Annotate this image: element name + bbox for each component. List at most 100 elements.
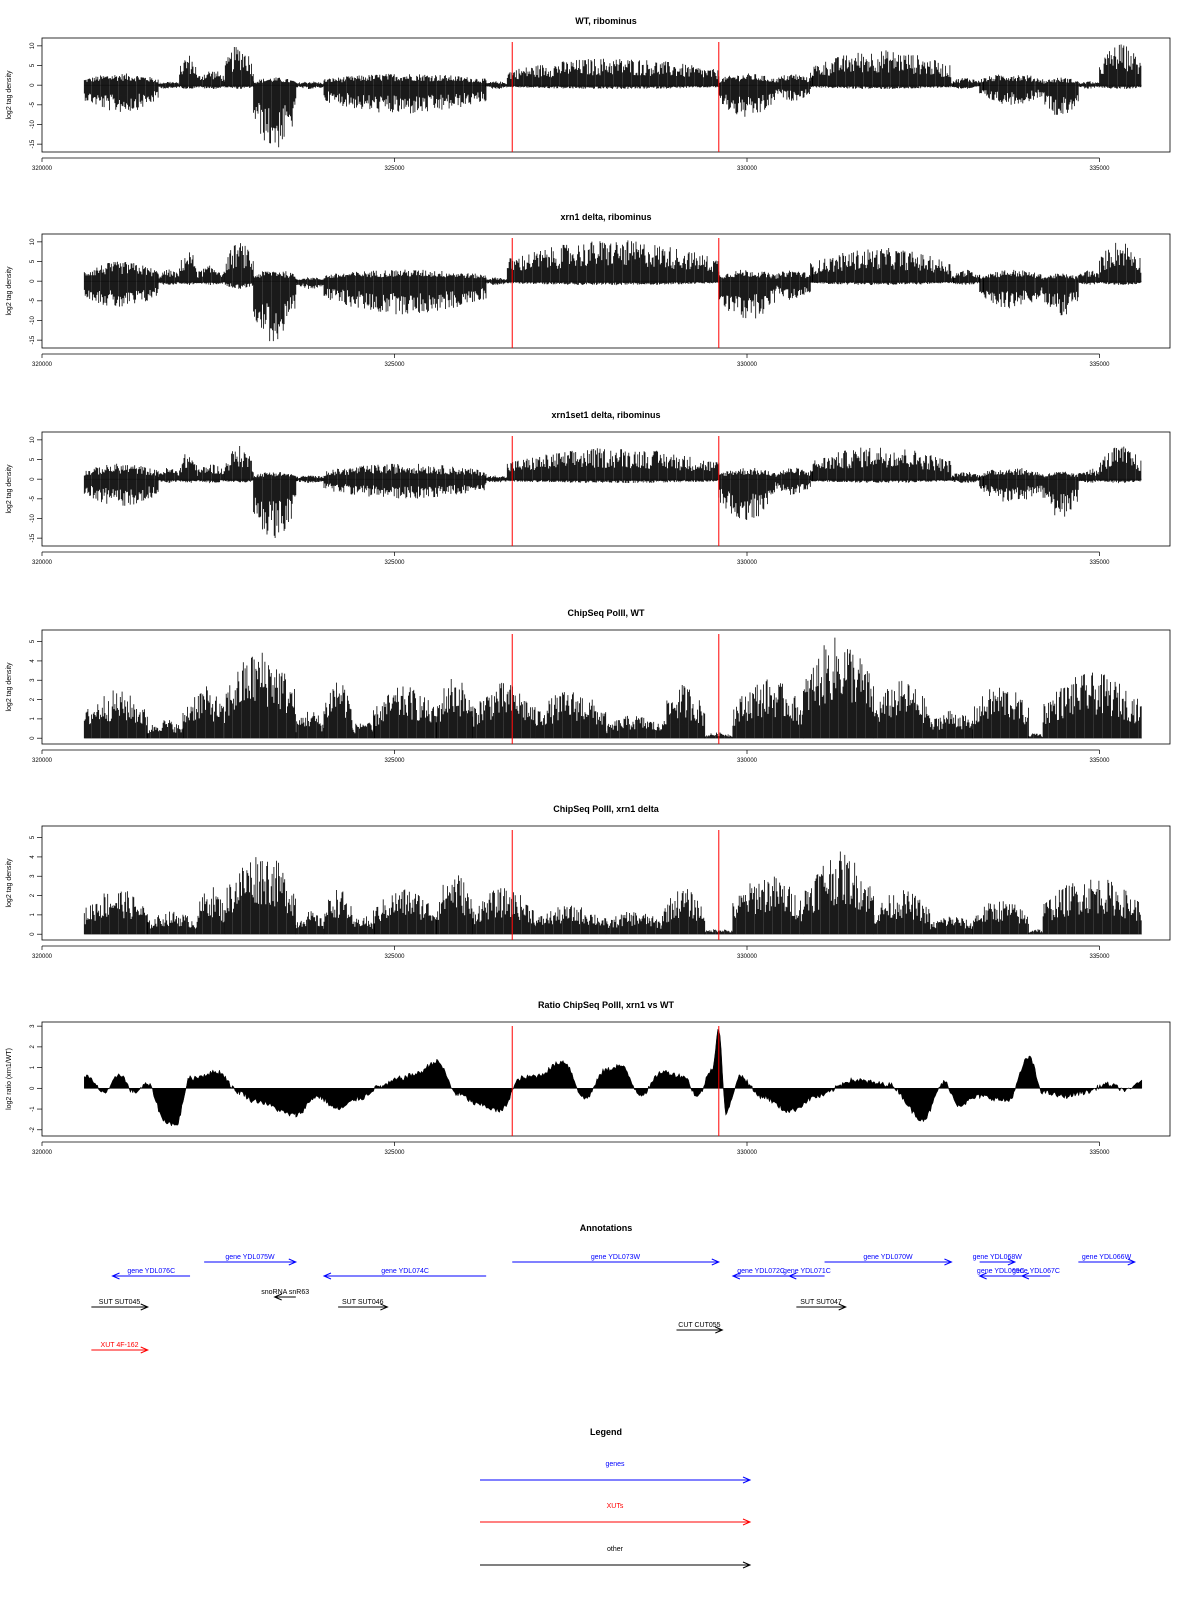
segment-bars xyxy=(774,467,811,495)
bar-stroke-group xyxy=(224,47,254,89)
y-axis-label: log2 tag density xyxy=(6,662,13,712)
segment-bars xyxy=(179,55,197,89)
segment-bars xyxy=(351,722,374,739)
bar-stroke-group xyxy=(196,265,226,285)
bar-stroke-group xyxy=(83,463,159,506)
bar-stroke-group xyxy=(1042,672,1142,739)
x-tick-label: 320000 xyxy=(32,954,53,960)
y-tick-label: 2 xyxy=(30,697,36,701)
annotations-title: Annotations xyxy=(580,1223,633,1233)
plot-frame xyxy=(41,37,1171,153)
ratio-area xyxy=(84,1028,1143,1127)
annotation-feature: gene YDL070W xyxy=(824,1254,953,1266)
segment-bars xyxy=(704,929,733,935)
x-tick-label: 330000 xyxy=(737,1150,758,1156)
legend-label: genes xyxy=(605,1461,625,1468)
bar-stroke-group xyxy=(774,270,811,300)
y-tick-label: 10 xyxy=(30,436,36,443)
y-tick-label: -1 xyxy=(30,1106,36,1112)
bar-stroke-group xyxy=(157,269,180,285)
segment-bars xyxy=(253,472,297,538)
plot-frame xyxy=(41,1021,1171,1137)
segment-bars xyxy=(436,679,473,739)
feature-label: gene YDL069C xyxy=(977,1268,1025,1275)
segment-bars xyxy=(179,252,197,285)
segment-bars xyxy=(803,851,874,935)
segment-bars xyxy=(1028,929,1043,935)
legend-item: genes xyxy=(480,1461,752,1484)
segment-bars xyxy=(323,890,353,935)
density-bars xyxy=(83,44,1142,148)
bar-stroke-group xyxy=(253,472,297,538)
bar-stroke-group xyxy=(224,652,296,739)
segment-bars xyxy=(224,446,254,483)
panel-2: xrn1set1 delta, ribominus log2 tag densit… xyxy=(6,410,1171,566)
bar-stroke-group xyxy=(506,58,720,89)
y-axis-label: log2 tag density xyxy=(6,266,13,316)
density-bars xyxy=(83,637,1142,739)
segment-bars xyxy=(810,50,952,89)
segment-bars xyxy=(951,269,980,285)
annotation-feature: gene YDL068W xyxy=(973,1254,1022,1266)
x-tick-label: 335000 xyxy=(1089,954,1110,960)
bar-stroke-group xyxy=(83,690,148,739)
segment-bars xyxy=(182,686,225,739)
segment-bars xyxy=(295,711,325,739)
legend-label: other xyxy=(607,1546,624,1553)
bar-stroke-group xyxy=(196,71,226,89)
bar-stroke-group xyxy=(373,889,437,935)
y-tick-label: -5 xyxy=(30,298,36,304)
x-tick-label: 325000 xyxy=(384,954,405,960)
y-tick-label: 5 xyxy=(30,639,36,643)
segment-bars xyxy=(1077,468,1100,483)
bar-stroke-group xyxy=(323,682,353,739)
bar-stroke-group xyxy=(1042,471,1079,517)
segment-bars xyxy=(83,463,159,506)
segment-bars xyxy=(810,447,952,483)
y-tick-label: 3 xyxy=(30,874,36,878)
bar-stroke-group xyxy=(83,891,148,935)
bar-stroke-group xyxy=(224,857,296,935)
bar-stroke-group xyxy=(485,277,508,285)
bar-stroke-group xyxy=(951,78,980,89)
bar-stroke-group xyxy=(295,277,325,289)
density-bars xyxy=(83,240,1142,342)
x-tick-label: 330000 xyxy=(737,362,758,368)
bar-stroke-group xyxy=(253,271,297,342)
segment-bars xyxy=(436,875,473,935)
y-axis-label: log2 tag density xyxy=(6,70,13,120)
arrow-head xyxy=(711,1258,721,1266)
segment-bars xyxy=(323,269,487,315)
bar-stroke-group xyxy=(704,929,733,935)
bar-stroke-group xyxy=(485,81,508,89)
x-tick-label: 320000 xyxy=(32,560,53,566)
segment-bars xyxy=(979,74,1044,105)
bar-stroke-group xyxy=(979,468,1044,502)
y-tick-label: -15 xyxy=(30,533,36,542)
bar-stroke-group xyxy=(224,446,254,483)
y-tick-label: 5 xyxy=(30,835,36,839)
bar-stroke-group xyxy=(471,682,536,739)
x-tick-label: 320000 xyxy=(32,1150,53,1156)
segment-bars xyxy=(972,901,1029,935)
segment-bars xyxy=(295,81,325,89)
segment-bars xyxy=(1099,446,1142,484)
y-tick-label: 0 xyxy=(30,1086,36,1090)
bar-stroke-group xyxy=(1077,270,1100,285)
bar-stroke-group xyxy=(810,447,952,483)
arrow-head xyxy=(140,1303,150,1311)
bar-stroke-group xyxy=(157,468,180,483)
segment-bars xyxy=(224,243,254,289)
arrow-head xyxy=(788,1272,797,1280)
plot-frame xyxy=(41,825,1171,941)
y-tick-label: -10 xyxy=(30,119,36,128)
bar-stroke-group xyxy=(1099,446,1142,484)
bar-stroke-group xyxy=(147,720,184,739)
feature-label: CUT CUT055 xyxy=(678,1322,720,1329)
segment-bars xyxy=(972,687,1029,739)
arrow-head xyxy=(1020,1272,1030,1280)
arrow-head xyxy=(944,1258,953,1266)
bar-stroke-group xyxy=(929,710,973,739)
segment-bars xyxy=(506,448,720,483)
segment-bars xyxy=(83,690,148,739)
